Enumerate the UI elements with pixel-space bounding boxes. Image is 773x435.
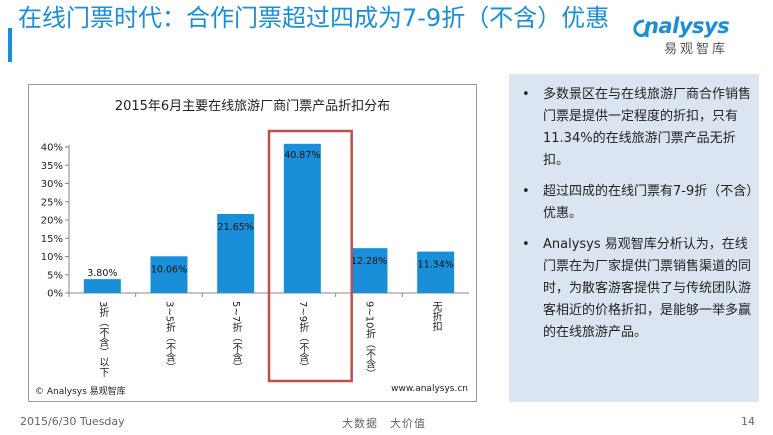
insights-panel: • 多数景区在与在线旅游厂商合作销售门票是提供一定程度的折扣，只有11.34%的在… <box>509 74 759 402</box>
y-tick-label: 40% <box>41 143 63 154</box>
bar <box>417 251 455 293</box>
bar-chart: 0% 5% 10% 15% 20% 25% 30% 35% 40% 3.80% 3折（不含）以下 10… <box>41 129 469 383</box>
bullet-icon: • <box>522 87 530 102</box>
insight-item: • 超过四成的在线门票有7-9折（不含）优惠。 <box>519 181 755 225</box>
y-tick-label: 20% <box>41 216 63 227</box>
chart-source: www.analysys.cn <box>391 384 468 394</box>
slide-title: 在线门票时代：合作门票超过四成为7-9折（不含）优惠 <box>18 4 610 32</box>
highlight-box <box>267 129 353 383</box>
x-tick-label: 7~9折（不含） <box>297 301 309 372</box>
logo-chinese: 易观智库 <box>664 42 729 57</box>
title-accent-bar <box>8 28 12 62</box>
bar <box>350 248 388 293</box>
bullet-icon: • <box>522 184 530 199</box>
x-tick-label: 3~5折（不含） <box>164 301 176 372</box>
y-tick-label: 25% <box>41 197 63 208</box>
x-tick-label: 无折扣 <box>430 301 442 332</box>
x-tick-label: 9~10折（不含） <box>364 301 376 378</box>
chart-panel: 2015年6月主要在线旅游厂商门票产品折扣分布 0% 5% 10% 15% 20% 25%… <box>28 84 477 402</box>
insights-list: • 多数景区在与在线旅游厂商合作销售门票是提供一定程度的折扣，只有11.34%的在… <box>519 84 755 353</box>
y-tick-label: 5% <box>47 270 63 281</box>
y-tick-label: 0% <box>47 289 63 300</box>
bullet-icon: • <box>522 237 530 252</box>
bar <box>283 143 321 293</box>
chart-title: 2015年6月主要在线旅游厂商门票产品折扣分布 <box>114 99 391 114</box>
y-tick-label: 35% <box>41 161 63 172</box>
data-label: 40.87% <box>284 150 320 161</box>
data-label: 21.65% <box>218 222 254 233</box>
insight-text: 超过四成的在线门票有7-9折（不含）优惠。 <box>543 184 753 221</box>
insight-item: • 多数景区在与在线旅游厂商合作销售门票是提供一定程度的折扣，只有11.34%的在… <box>519 84 755 172</box>
x-tick-label: 3折（不含）以下 <box>97 301 109 378</box>
analysys-logo: nalysys 易观智库 <box>628 14 758 57</box>
data-label: 12.28% <box>351 256 387 267</box>
footer-date: 2015/6/30 Tuesday <box>20 415 125 428</box>
bar <box>83 279 121 293</box>
footer-slogan: 大数据 大价值 <box>342 417 426 430</box>
x-tick-label: 5~7折（不含） <box>230 301 242 372</box>
data-label: 11.34% <box>418 260 454 271</box>
insight-item: • Analysys 易观智库分析认为，在线门票在为厂家提供门票销售渠道的同时，为… <box>519 234 755 344</box>
insight-text: 多数景区在与在线旅游厂商合作销售门票是提供一定程度的折扣，只有11.34%的在线… <box>543 87 752 168</box>
page-number: 14 <box>741 415 755 428</box>
data-label: 3.80% <box>87 268 117 279</box>
logo-wordmark: nalysys <box>644 14 730 38</box>
y-tick-label: 30% <box>41 179 63 190</box>
insight-text: Analysys 易观智库分析认为，在线门票在为厂家提供门票销售渠道的同时，为散… <box>543 237 752 340</box>
logo-swoosh-icon <box>633 19 649 37</box>
y-tick-label: 15% <box>41 234 63 245</box>
bar <box>150 256 188 293</box>
chart-copyright: © Analysys 易观智库 <box>35 387 126 397</box>
y-tick-label: 10% <box>41 252 63 263</box>
data-label: 10.06% <box>151 264 187 275</box>
bar <box>217 213 255 293</box>
